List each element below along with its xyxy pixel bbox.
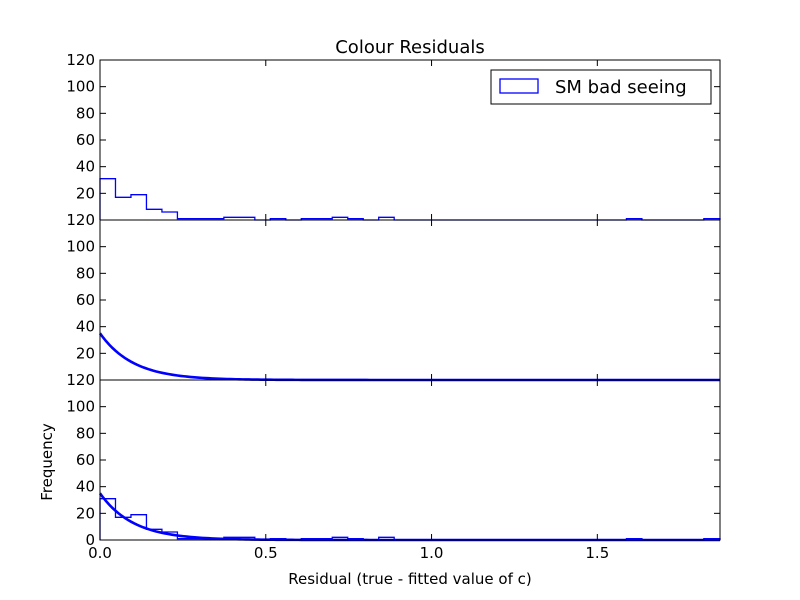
y-tick-label: 40: [76, 158, 95, 176]
y-tick-label: 120: [66, 371, 95, 389]
y-tick-label: 60: [76, 451, 95, 469]
y-tick-label: 100: [66, 398, 95, 416]
y-tick-label: 20: [76, 504, 95, 522]
y-tick-label: 20: [76, 184, 95, 202]
y-tick-label: 120: [66, 51, 95, 69]
legend-swatch: [499, 78, 539, 94]
histogram-series-sm-bad-seeing: [99, 498, 721, 541]
x-tick-label: 1.0: [420, 544, 444, 562]
panel-frame: [99, 379, 721, 541]
y-tick-label: 80: [76, 104, 95, 122]
y-tick-label: 100: [66, 78, 95, 96]
y-tick-label: 20: [76, 344, 95, 362]
x-tick-label: 1.5: [585, 544, 609, 562]
y-tick-label: 0: [85, 531, 95, 549]
panel-frame: [99, 219, 721, 381]
histogram-series-sm-bad-seeing: [99, 178, 721, 221]
panel-3: 0 20 40 60 80 100 120 0.0 0.5 1.0 1.5: [66, 371, 721, 562]
fit-curve: [98, 332, 720, 382]
chart-title: Colour Residuals: [335, 37, 485, 58]
chart-panels: 20 40 60 80 100 120 SM bad seeing 20 40 60 80 100 12…: [66, 51, 721, 562]
y-tick-label: 80: [76, 424, 95, 442]
legend-box: [490, 69, 712, 105]
legend-label: SM bad seeing: [555, 77, 687, 98]
y-tick-label: 40: [76, 318, 95, 336]
panel-2: 20 40 60 80 100 120: [66, 211, 721, 382]
y-tick-label: 100: [66, 238, 95, 256]
y-tick-label: 120: [66, 211, 95, 229]
y-tick-label: 80: [76, 264, 95, 282]
legend: SM bad seeing: [490, 69, 712, 105]
x-tick-label: 0.5: [254, 544, 278, 562]
fit-curve: [98, 492, 720, 542]
x-axis-title: Residual (true - fitted value of c): [288, 570, 532, 588]
panel-1: 20 40 60 80 100 120 SM bad seeing: [66, 51, 721, 221]
y-axis-title: Frequency: [38, 423, 56, 501]
y-tick-label: 60: [76, 291, 95, 309]
y-tick-label: 60: [76, 131, 95, 149]
x-tick-label: 0.0: [88, 544, 112, 562]
y-tick-label: 40: [76, 478, 95, 496]
